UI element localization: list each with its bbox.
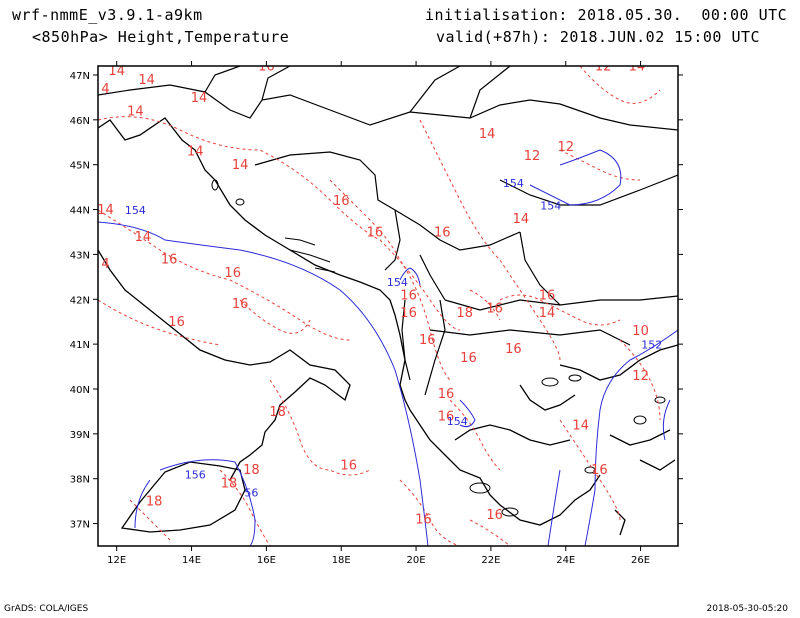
temperature-label: 14: [232, 158, 249, 173]
lat-tick-label: 45N: [70, 161, 90, 172]
temperature-label: 16: [438, 387, 455, 402]
temperature-label: 16: [333, 194, 350, 209]
temperature-label: 10: [632, 324, 649, 339]
temperature-label: 16: [258, 59, 275, 74]
temperature-label: 16: [539, 288, 556, 303]
axis-tick-labels: 12E 14E 16E 18E 20E 22E 24E 26E 47N 46N 45N 44N 43N 4…: [70, 71, 650, 566]
height-contours: [98, 149, 678, 546]
temperature-label: 14: [191, 91, 208, 106]
temperature-label: 12: [595, 59, 612, 74]
temperature-label: 16: [486, 508, 503, 523]
lon-tick-label: 14E: [182, 555, 201, 566]
country-borders: [98, 66, 678, 396]
lon-tick-label: 22E: [481, 555, 500, 566]
lat-tick-label: 43N: [70, 250, 90, 261]
temperature-label: 14: [97, 203, 114, 218]
temperature-label: 12: [632, 369, 649, 384]
temperature-label: 14: [629, 59, 646, 74]
lat-tick-label: 38N: [70, 475, 90, 486]
temperature-label: 16: [434, 225, 451, 240]
temperature-label: 14: [138, 73, 155, 88]
lat-tick-label: 37N: [70, 520, 90, 531]
map-frame: [97, 65, 679, 547]
temperature-label: 16: [505, 342, 522, 357]
temperature-label: 16: [438, 409, 455, 424]
lon-tick-label: 26E: [631, 555, 650, 566]
height-label: 154: [503, 177, 524, 190]
lon-tick-label: 12E: [107, 555, 126, 566]
temperature-label: 14: [513, 212, 530, 227]
lat-tick-label: 42N: [70, 295, 90, 306]
temperature-label: 16: [232, 297, 249, 312]
field-title: <850hPa> Height,Temperature: [32, 28, 290, 46]
temperature-label: 14: [539, 306, 556, 321]
lon-tick-label: 16E: [257, 555, 276, 566]
footer-left: GrADS: COLA/IGES: [4, 604, 89, 614]
temperature-label: 16: [168, 315, 185, 330]
temperature-label: 18: [456, 306, 473, 321]
temperature-label: 16: [400, 288, 417, 303]
height-label: 152: [641, 339, 662, 352]
height-label: 154: [540, 200, 561, 213]
temperature-label: 16: [415, 513, 432, 528]
temperature-label: 14: [127, 104, 144, 119]
height-label: 154: [387, 276, 408, 289]
temperature-label: 18: [243, 463, 260, 478]
temperature-label: 14: [187, 145, 204, 160]
temperature-label: 16: [367, 225, 384, 240]
temperature-label: 16: [460, 351, 477, 366]
temperature-label: 16: [340, 459, 357, 474]
islands: [211, 179, 666, 517]
temperature-label: 16: [400, 306, 417, 321]
temperature-label: 14: [572, 418, 589, 433]
temperature-label: 18: [269, 405, 286, 420]
temperature-label: 18: [146, 495, 163, 510]
lat-tick-label: 44N: [70, 206, 90, 217]
height-label: 56: [244, 487, 258, 500]
init-time: initialisation: 2018.05.30. 00:00 UTC: [425, 6, 788, 24]
temperature-label: 12: [557, 140, 574, 155]
lon-tick-label: 20E: [407, 555, 426, 566]
temperature-label: 16: [591, 463, 608, 478]
lat-tick-label: 39N: [70, 430, 90, 441]
temperature-contours: [98, 66, 661, 546]
height-label: 154: [447, 415, 468, 428]
coastlines: [98, 117, 678, 536]
lat-tick-label: 46N: [70, 116, 90, 127]
lon-tick-label: 18E: [332, 555, 351, 566]
model-title: wrf-nmmE_v3.9.1-a9km: [12, 6, 203, 24]
temperature-label: 18: [221, 477, 238, 492]
footer-right: 2018-05-30-05:20: [706, 604, 789, 614]
temperature-label: 4: [101, 257, 109, 272]
valid-time: valid(+87h): 2018.JUN.02 15:00 UTC: [436, 28, 761, 46]
temperature-label: 16: [486, 302, 503, 317]
temperature-label: 14: [479, 127, 496, 142]
height-label: 156: [185, 469, 206, 482]
temperature-label: 14: [108, 64, 125, 79]
lat-tick-label: 40N: [70, 385, 90, 396]
lat-tick-label: 41N: [70, 340, 90, 351]
height-labels: 154 154 154 154 154 152 156 56: [125, 177, 662, 500]
temperature-label: 16: [419, 333, 436, 348]
temperature-label: 4: [101, 82, 109, 97]
height-label: 154: [125, 204, 146, 217]
temperature-label: 14: [135, 230, 152, 245]
lat-tick-label: 47N: [70, 71, 90, 82]
temperature-label: 16: [161, 252, 178, 267]
temperature-label: 16: [224, 266, 241, 281]
temperature-label: 12: [524, 149, 541, 164]
lon-tick-label: 24E: [556, 555, 575, 566]
axis-ticks: [93, 61, 683, 551]
